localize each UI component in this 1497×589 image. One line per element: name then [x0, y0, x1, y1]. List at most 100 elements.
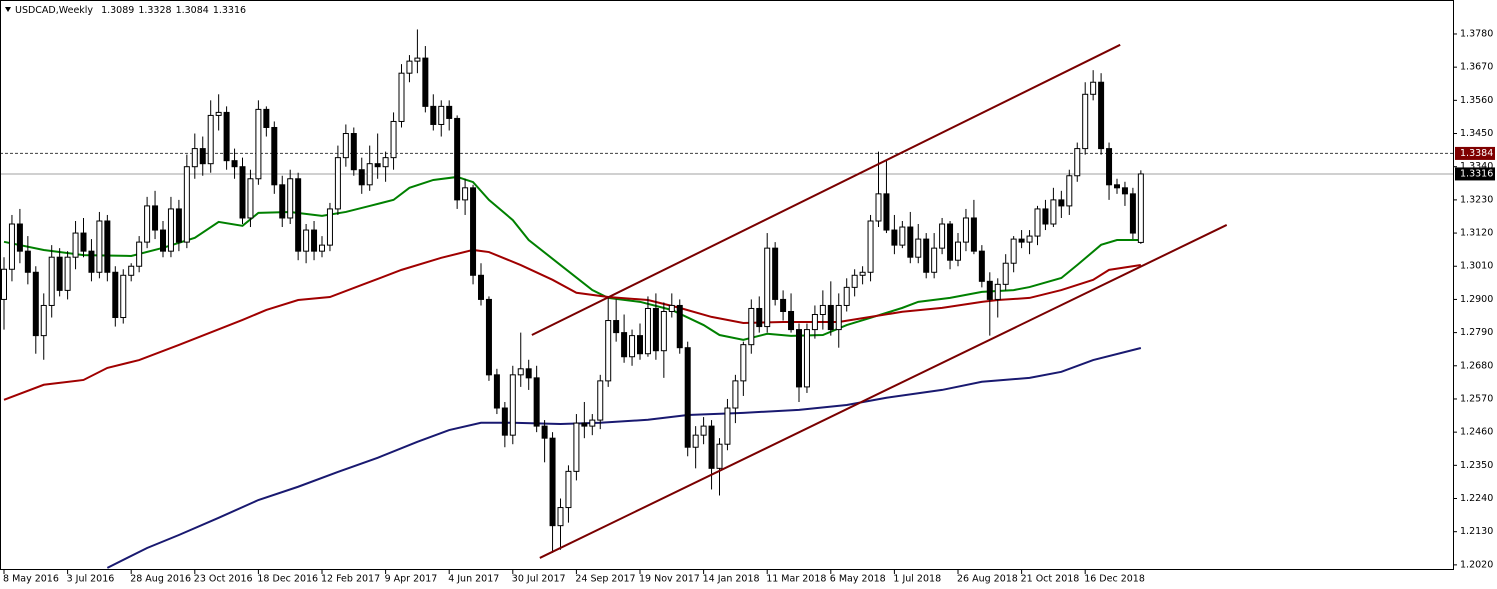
candle-body [136, 241, 143, 267]
candle-body [565, 470, 572, 509]
menu-icon[interactable] [5, 7, 11, 12]
candle-body [199, 148, 206, 165]
candle-body [167, 208, 174, 252]
candle-body [390, 120, 397, 159]
candle-body [660, 310, 667, 352]
candle-body [501, 407, 508, 436]
candle-body [430, 105, 437, 125]
x-tick-label: 9 Apr 2017 [385, 574, 438, 585]
candle-body [1018, 238, 1025, 243]
candle-body [676, 304, 683, 349]
candle-body [279, 184, 286, 219]
candle-body [891, 229, 898, 246]
candle-body [32, 271, 39, 337]
candle-body [573, 422, 580, 472]
price-box [1455, 146, 1495, 160]
candle-body [875, 193, 882, 222]
candle-body [342, 133, 349, 159]
candle-body [621, 332, 628, 358]
candle-body [1010, 238, 1017, 264]
candle-body [334, 157, 341, 210]
candle-body [48, 256, 55, 306]
y-tick-label: 1.3340 [1460, 161, 1493, 172]
candle-body [644, 307, 651, 355]
candle-body [883, 193, 890, 231]
x-tick-label: 23 Oct 2016 [194, 574, 253, 585]
plot-frame [0, 0, 1454, 570]
candle-body [64, 256, 71, 291]
y-tick-label: 1.2350 [1460, 460, 1493, 471]
candle-body [485, 298, 492, 376]
candle-body [239, 166, 246, 219]
candle-body [915, 238, 922, 258]
candle-body [175, 208, 182, 243]
candle-body [962, 217, 969, 243]
price-box-label: 1.3316 [1460, 168, 1493, 179]
x-tick-label: 16 Dec 2018 [1084, 574, 1145, 585]
candle-body [994, 283, 1001, 300]
candle-body [597, 380, 604, 421]
candle-body [700, 425, 707, 436]
candle-body [438, 105, 445, 125]
candle-body [398, 72, 405, 122]
price-box-label: 1.3384 [1460, 148, 1493, 159]
candle-body [1066, 175, 1073, 207]
open-value: 1.3089 [101, 5, 134, 16]
candle-body [533, 377, 540, 427]
trend-line [531, 43, 1121, 336]
candle-body [191, 148, 198, 168]
candle-body [382, 157, 389, 168]
candle-body [231, 160, 238, 168]
x-tick-label: 12 Feb 2017 [321, 574, 380, 585]
candle-body [1050, 199, 1057, 225]
candle-body [215, 111, 222, 116]
candle-body [970, 217, 977, 252]
candle-body [811, 314, 818, 331]
candle-body [780, 298, 787, 312]
candle-body [748, 307, 755, 346]
candle-body [311, 229, 318, 252]
candle-body [303, 229, 310, 252]
chart-header: USDCAD,Weekly 1.3089 1.3328 1.3084 1.3316 [15, 5, 246, 16]
candle-body [350, 133, 357, 171]
y-tick-label: 1.2680 [1460, 360, 1493, 371]
y-tick-label: 1.2790 [1460, 327, 1493, 338]
candle-body [796, 329, 802, 388]
candle-body [716, 443, 723, 469]
candle-body [525, 368, 532, 379]
candle-body [295, 178, 302, 252]
candle-body [589, 419, 596, 427]
candle-body [947, 223, 954, 261]
y-tick-label: 1.3670 [1460, 62, 1493, 73]
candle-body [271, 126, 278, 186]
candle-body [835, 304, 842, 331]
candle-body [939, 223, 946, 249]
candle-body [326, 208, 333, 246]
candle-body [923, 238, 930, 273]
x-tick-label: 3 Jul 2016 [67, 574, 115, 585]
candle-body [16, 223, 23, 252]
candle-body [462, 187, 469, 201]
candle-body [668, 304, 675, 312]
candle-body [819, 304, 826, 316]
candle-body [1114, 184, 1120, 189]
y-tick-label: 1.2240 [1460, 493, 1493, 504]
candle-body [1106, 148, 1113, 186]
candle-body [1137, 173, 1144, 243]
candle-body [803, 329, 810, 388]
candle-body [56, 256, 63, 291]
candle-body [557, 507, 564, 527]
candle-body [764, 247, 771, 328]
candle-body [1098, 81, 1105, 150]
candle-body [40, 304, 47, 337]
moving-average [3, 175, 1141, 341]
candle-body [1042, 208, 1049, 225]
candle-body [366, 163, 373, 186]
candle-body [1090, 81, 1097, 95]
x-tick-label: 4 Jun 2017 [448, 574, 499, 585]
x-tick-label: 21 Oct 2018 [1021, 574, 1080, 585]
y-tick-label: 1.2900 [1460, 294, 1493, 305]
candle-body [851, 274, 858, 288]
candle-body [414, 57, 421, 62]
candle-body [88, 250, 95, 273]
